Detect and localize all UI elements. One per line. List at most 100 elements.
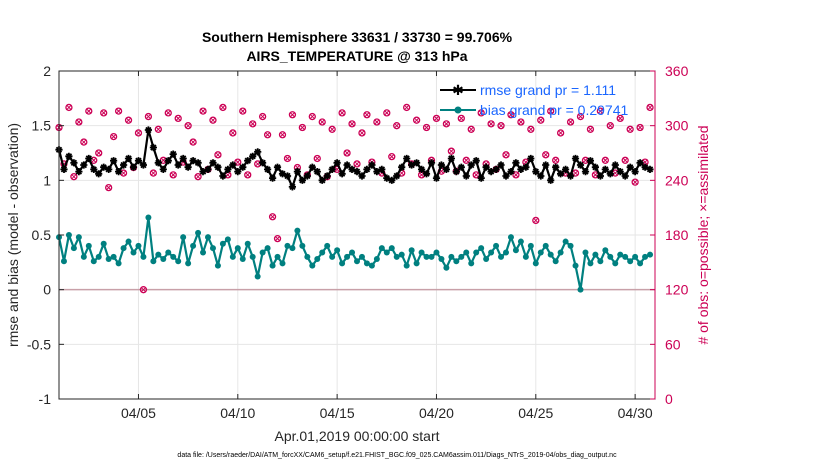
obs-possible-point-51 [308,112,316,121]
obs-assimilated-point-28 [195,173,201,180]
obs-assimilated-point-60 [354,161,360,167]
obs-assimilated-point-78 [443,120,450,127]
obs-possible-point-90 [502,151,510,159]
rmse-point-69 [398,163,406,171]
bias-point-110 [602,247,609,254]
bias-point-12 [115,260,122,267]
rmse-point-9 [100,163,108,171]
bias-point-76 [433,249,440,256]
rmse-point-15 [129,163,138,171]
rmse-point-42 [264,165,272,173]
bias-point-60 [354,258,360,265]
bias-point-92 [512,247,519,254]
y-right-tick-label-6: 360 [665,63,689,79]
obs-assimilated-point-105 [577,113,584,120]
rmse-point-90 [502,172,510,180]
bias-point-80 [453,258,460,265]
rmse-point-49 [298,176,306,184]
rmse-point-94 [522,163,530,171]
bias-point-31 [209,245,216,252]
bias-point-11 [110,253,117,260]
bias-point-19 [150,258,157,265]
obs-possible-point-53 [318,118,326,126]
rmse-point-30 [204,165,212,173]
obs-assimilated-point-38 [244,172,251,178]
obs-assimilated-point-104 [572,170,579,176]
obs-assimilated-point-59 [349,120,355,127]
rmse-point-55 [328,165,336,173]
obs-assimilated-point-115 [627,126,634,133]
rmse-point-71 [408,161,416,169]
obs-possible-point-16 [134,129,143,137]
bias-point-68 [393,253,400,260]
obs-possible-point-19 [149,169,158,177]
obs-assimilated-point-44 [274,235,281,242]
obs-assimilated-point-79 [448,148,455,155]
y-tick-label-4: 1 [43,172,51,188]
footer-data-file: data file: /Users/raeder/DAI/ATM_forcXX/… [177,452,617,459]
bias-point-16 [135,242,142,249]
rmse-point-99 [547,176,555,184]
rmse-point-48 [293,168,301,176]
rmse-point-70 [403,154,411,163]
rmse-point-111 [606,170,614,178]
legend-bias-marker [454,106,462,114]
obs-assimilated-point-61 [359,130,365,136]
bias-point-24 [175,258,182,265]
obs-assimilated-point-17 [140,286,147,293]
obs-possible-point-2 [65,103,73,112]
bias-point-103 [567,242,574,249]
rmse-point-92 [512,159,520,167]
rmse-point-116 [631,168,639,176]
obs-assimilated-point-23 [170,172,177,178]
obs-possible-point-39 [249,120,257,128]
obs-assimilated-point-2 [66,104,72,111]
rmse-point-52 [313,168,321,176]
bias-point-81 [458,253,465,260]
rmse-point-33 [219,172,227,180]
bias-point-50 [304,253,311,260]
rmse-point-40 [254,148,262,156]
obs-possible-point-99 [547,107,555,115]
obs-assimilated-point-84 [473,172,480,178]
obs-possible-point-8 [95,149,103,157]
bias-point-49 [299,242,306,249]
obs-assimilated-point-96 [532,217,539,224]
bias-point-85 [478,245,485,252]
bias-point-96 [532,260,539,267]
rmse-point-38 [244,157,252,165]
bias-point-56 [334,247,341,254]
rmse-point-61 [358,172,366,180]
obs-assimilated-point-5 [80,139,87,145]
rmse-point-95 [527,154,535,163]
obs-assimilated-point-83 [468,126,475,133]
rmse-point-105 [576,161,585,169]
bias-point-95 [527,242,534,249]
rmse-point-114 [621,172,629,180]
bias-point-58 [344,253,351,260]
bias-point-115 [627,258,634,265]
rmse-point-63 [368,161,376,169]
obs-assimilated-point-9 [100,110,107,116]
obs-possible-point-100 [552,156,560,164]
bias-point-83 [468,260,475,267]
rmse-point-37 [239,163,247,171]
y-axis-label: rmse and bias (model - observation) [5,123,21,347]
bias-point-114 [622,253,629,260]
obs-assimilated-point-39 [249,120,256,127]
bias-point-17 [140,253,147,260]
obs-assimilated-point-114 [622,157,629,164]
obs-possible-point-57 [338,109,346,117]
obs-possible-point-47 [288,111,297,119]
obs-possible-point-103 [566,118,575,126]
bias-point-38 [244,240,251,247]
rmse-point-64 [373,168,381,176]
obs-assimilated-point-81 [458,115,465,122]
rmse-point-100 [552,163,560,171]
bias-point-63 [368,262,375,269]
x-tick-label-0: 04/05 [121,405,156,421]
obs-possible-point-116 [631,178,639,186]
obs-assimilated-point-31 [210,117,216,124]
x-axis-label: Apr.01,2019 00:00:00 start [274,428,439,444]
